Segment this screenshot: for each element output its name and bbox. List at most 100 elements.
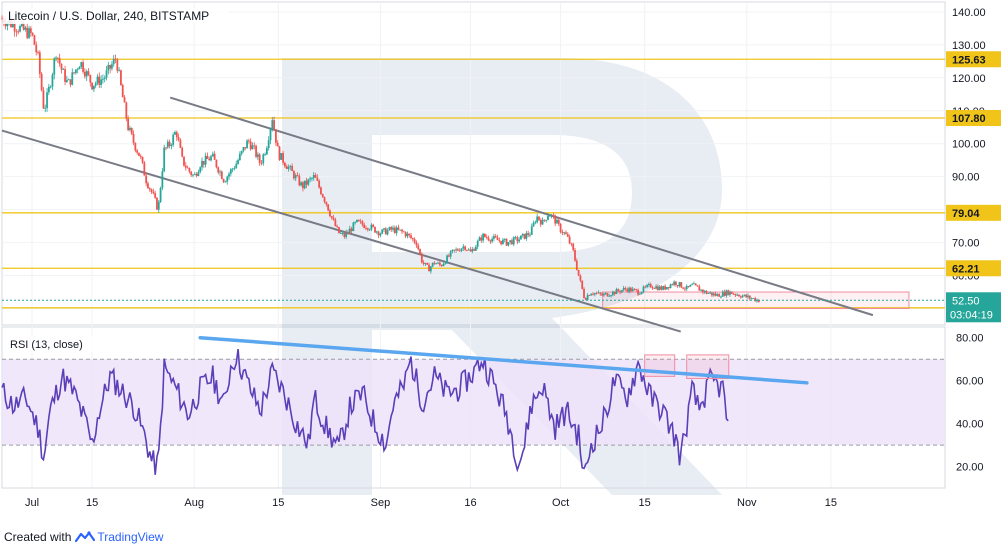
candle-body: [302, 182, 304, 189]
candle-body: [577, 269, 580, 276]
candle-body: [465, 249, 468, 251]
chart-container: 40.0060.0070.0080.0090.00100.00110.00120…: [1, 1, 1001, 509]
candle-body: [350, 228, 353, 232]
candle-body: [285, 166, 288, 169]
candle-body: [85, 71, 88, 77]
candle-body: [217, 167, 220, 173]
candle-body: [177, 137, 180, 140]
candle-body: [238, 153, 241, 161]
candle-body: [78, 66, 81, 70]
candle-body: [13, 23, 16, 32]
candle-body: [738, 294, 740, 297]
candle-body: [556, 219, 558, 224]
candle-body: [514, 237, 517, 239]
candle-body: [440, 265, 443, 267]
candle-body: [348, 228, 351, 233]
candle-body: [184, 165, 187, 168]
candle-body: [289, 166, 292, 168]
candle-body: [750, 298, 753, 300]
candle-body: [40, 73, 43, 91]
candle-body: [682, 287, 685, 289]
rsi-axis-tick: 80.00: [956, 333, 984, 345]
current-price-label-bg: [946, 292, 1001, 323]
candle-body: [669, 284, 672, 289]
candle-body: [163, 147, 166, 172]
title-bg: [3, 8, 229, 24]
candle-body: [220, 171, 223, 180]
candle-body: [725, 290, 728, 296]
candle-body: [608, 295, 611, 297]
candle-body: [626, 289, 629, 292]
candle-body: [541, 219, 544, 225]
candle-body: [213, 153, 216, 160]
candle-body: [624, 288, 627, 290]
candle-body: [545, 219, 548, 221]
candle-body: [557, 219, 560, 224]
candle-body: [170, 144, 173, 147]
candle-body: [583, 288, 585, 299]
candle-body: [563, 232, 566, 234]
candle-body: [453, 249, 456, 251]
candle-body: [662, 286, 665, 290]
candle-body: [700, 289, 703, 291]
time-axis-tick: 15: [272, 497, 284, 509]
candle-body: [338, 227, 340, 234]
candle-body: [554, 215, 557, 224]
candle-body: [390, 227, 393, 230]
candle-body: [26, 27, 29, 38]
candle-body: [71, 72, 74, 85]
candle-body: [502, 239, 504, 245]
candle-body: [433, 262, 436, 264]
candle-body: [222, 179, 225, 182]
candle-body: [622, 288, 625, 291]
candle-body: [329, 210, 331, 217]
candle-body: [656, 286, 659, 291]
candle-body: [516, 237, 519, 242]
candle-body: [498, 240, 501, 241]
candle-body: [574, 250, 576, 261]
candle-body: [123, 97, 126, 103]
candle-body: [732, 293, 735, 295]
candle-body: [35, 44, 38, 53]
candle-body: [655, 286, 657, 289]
candle-body: [49, 86, 52, 88]
candle-body: [44, 108, 47, 109]
candle-body: [635, 289, 638, 291]
candle-body: [512, 237, 515, 245]
price-pane-frame: [1, 1, 946, 326]
candle-body: [610, 295, 612, 296]
candle-body: [534, 222, 537, 224]
candle-body: [67, 79, 70, 81]
candle-body: [325, 201, 328, 205]
candle-body: [242, 147, 245, 151]
candle-body: [620, 290, 623, 293]
candle-body: [375, 231, 378, 233]
candle-body: [743, 294, 746, 296]
candle-body: [619, 291, 621, 293]
candle-body: [363, 224, 366, 228]
candle-body: [64, 69, 66, 82]
candle-body: [736, 294, 739, 296]
candle-body: [253, 145, 256, 147]
candle-body: [392, 227, 394, 230]
candle-body: [62, 69, 65, 70]
candle-body: [660, 286, 663, 290]
candle-body: [293, 171, 295, 179]
tradingview-chart: 40.0060.0070.0080.0090.00100.00110.00120…: [1, 1, 1001, 509]
candle-body: [460, 248, 463, 252]
time-axis-tick: 16: [464, 497, 476, 509]
candle-body: [287, 167, 290, 169]
candle-body: [748, 295, 751, 299]
candle-body: [431, 262, 434, 267]
candle-body: [539, 219, 542, 225]
candle-body: [424, 262, 427, 264]
candle-body: [138, 152, 140, 156]
tradingview-brand: TradingView: [97, 530, 164, 544]
candle-body: [202, 160, 205, 165]
candle-body: [4, 22, 7, 27]
time-axis-tick: Oct: [552, 497, 569, 509]
candle-body: [109, 64, 112, 69]
candle-body: [134, 142, 137, 151]
candle-body: [676, 285, 679, 287]
candle-body: [475, 246, 477, 251]
